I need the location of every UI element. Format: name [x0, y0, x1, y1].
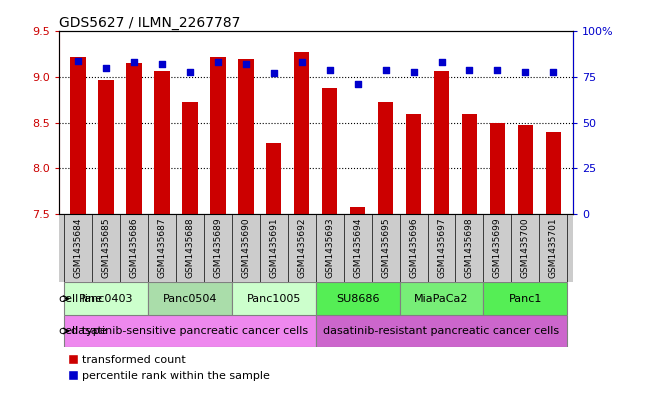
Text: GSM1435691: GSM1435691	[270, 217, 279, 278]
Bar	[70, 57, 86, 214]
Text: GSM1435685: GSM1435685	[102, 217, 111, 278]
Point	[269, 70, 279, 77]
Point	[492, 67, 503, 73]
Bar	[490, 123, 505, 214]
Point	[436, 59, 447, 66]
Text: GSM1435694: GSM1435694	[353, 217, 362, 278]
Bar	[316, 283, 400, 315]
Bar	[64, 283, 148, 315]
Text: GSM1435697: GSM1435697	[437, 217, 446, 278]
Point	[408, 68, 419, 75]
Bar	[400, 283, 484, 315]
Text: Panc0403: Panc0403	[79, 294, 133, 304]
Bar	[126, 63, 142, 214]
Point	[548, 68, 559, 75]
Text: GSM1435696: GSM1435696	[409, 217, 418, 278]
Bar	[462, 114, 477, 214]
Bar	[64, 315, 316, 347]
Text: GSM1435687: GSM1435687	[158, 217, 167, 278]
Bar	[350, 207, 365, 214]
Text: GSM1435686: GSM1435686	[130, 217, 139, 278]
Bar	[484, 283, 567, 315]
Point	[520, 68, 531, 75]
Bar	[378, 102, 393, 214]
Bar	[98, 80, 114, 214]
Point	[380, 67, 391, 73]
Text: MiaPaCa2: MiaPaCa2	[414, 294, 469, 304]
Text: SU8686: SU8686	[336, 294, 380, 304]
Text: GDS5627 / ILMN_2267787: GDS5627 / ILMN_2267787	[59, 17, 240, 30]
Bar	[266, 143, 281, 214]
Text: GSM1435701: GSM1435701	[549, 217, 558, 278]
Text: dasatinib-resistant pancreatic cancer cells: dasatinib-resistant pancreatic cancer ce…	[324, 326, 560, 336]
Bar	[238, 59, 253, 214]
Text: Panc1005: Panc1005	[247, 294, 301, 304]
Bar	[232, 283, 316, 315]
Point	[129, 59, 139, 66]
Bar	[518, 125, 533, 214]
Point	[185, 68, 195, 75]
Text: GSM1435700: GSM1435700	[521, 217, 530, 278]
Text: GSM1435693: GSM1435693	[326, 217, 334, 278]
Text: GSM1435692: GSM1435692	[298, 217, 306, 278]
Text: Panc0504: Panc0504	[163, 294, 217, 304]
Text: GSM1435688: GSM1435688	[186, 217, 195, 278]
Text: GSM1435695: GSM1435695	[381, 217, 390, 278]
Bar	[148, 283, 232, 315]
Text: dasatinib-sensitive pancreatic cancer cells: dasatinib-sensitive pancreatic cancer ce…	[72, 326, 309, 336]
Bar	[434, 71, 449, 214]
Point	[324, 67, 335, 73]
Text: cell line: cell line	[59, 294, 102, 304]
Text: GSM1435690: GSM1435690	[242, 217, 251, 278]
Bar	[322, 88, 337, 214]
Point	[213, 59, 223, 66]
Point	[241, 61, 251, 68]
Bar	[182, 102, 198, 214]
Point	[352, 81, 363, 88]
Bar	[294, 52, 309, 214]
Point	[157, 61, 167, 68]
Text: cell type: cell type	[59, 326, 107, 336]
Point	[297, 59, 307, 66]
Point	[464, 67, 475, 73]
Point	[101, 65, 111, 71]
Bar	[154, 71, 170, 214]
Bar	[546, 132, 561, 214]
Text: Panc1: Panc1	[508, 294, 542, 304]
Bar	[316, 315, 567, 347]
Text: GSM1435698: GSM1435698	[465, 217, 474, 278]
Text: GSM1435684: GSM1435684	[74, 217, 83, 278]
Point	[73, 57, 83, 64]
Text: GSM1435699: GSM1435699	[493, 217, 502, 278]
Legend: transformed count, percentile rank within the sample: transformed count, percentile rank withi…	[64, 351, 274, 386]
Bar	[406, 114, 421, 214]
Bar	[210, 57, 226, 214]
Text: GSM1435689: GSM1435689	[214, 217, 223, 278]
